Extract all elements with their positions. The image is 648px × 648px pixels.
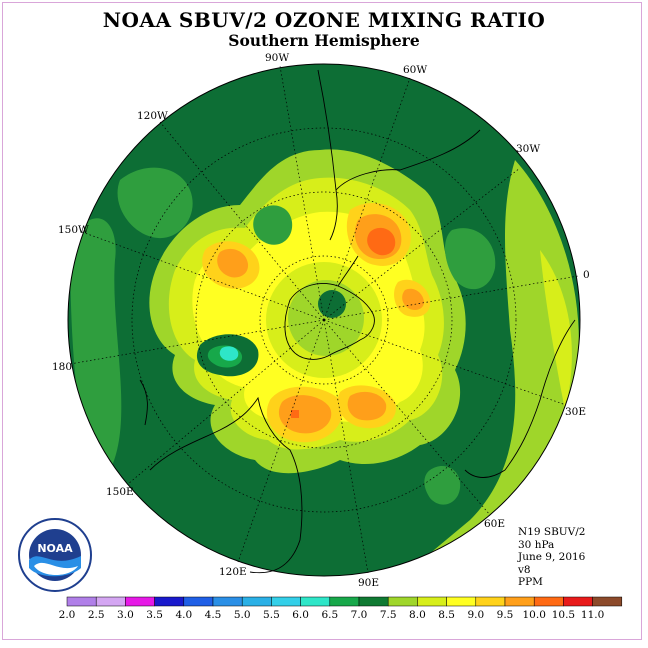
- map-subtitle: Southern Hemisphere: [228, 31, 420, 50]
- contour-6-5-west: [70, 218, 122, 472]
- colorbar-swatch: [387, 596, 418, 607]
- meridians: [69, 65, 579, 574]
- max-orange-sw: [278, 395, 332, 434]
- max-red-ne: [367, 227, 396, 256]
- lon-label-30w: 30W: [516, 143, 540, 155]
- colorbar-label: 8.0: [409, 609, 426, 621]
- map-title: NOAA SBUV/2 OZONE MIXING RATIO: [102, 8, 546, 32]
- lon-label-30e: 30E: [565, 406, 586, 418]
- colorbar-swatch: [592, 596, 623, 607]
- lon-label-150e: 150E: [106, 486, 134, 498]
- lon-label-120e: 120E: [219, 566, 247, 578]
- lon-label-120w: 120W: [137, 110, 168, 122]
- colorbar-label: 4.5: [205, 609, 222, 621]
- contour-8-east: [540, 250, 572, 410]
- colorbar: 2.0 2.5 3.0 3.5 4.0 4.5 5.0 5.5 6.0 6.5 7.0 7.5 8.0 8…: [59, 596, 623, 621]
- colorbar-label: 8.5: [438, 609, 455, 621]
- green-blob-se: [424, 466, 461, 505]
- min-cyan-w: [219, 346, 239, 361]
- colorbar-swatch: [446, 596, 477, 607]
- logo-text: NOAA: [37, 542, 73, 555]
- colorbar-label: 10.0: [523, 609, 546, 621]
- lon-label-60w: 60W: [403, 64, 427, 76]
- colorbar-label: 11.0: [581, 609, 604, 621]
- colorbar-swatch: [125, 596, 155, 607]
- colorbar-swatch: [563, 596, 593, 607]
- colorbar-swatch: [241, 596, 272, 607]
- lon-label-90w: 90W: [265, 52, 289, 64]
- colorbar-swatch: [504, 596, 535, 607]
- max-orange-e: [402, 288, 424, 310]
- colorbar-swatch: [329, 596, 360, 607]
- green-blob-e: [444, 228, 496, 290]
- colorbar-swatch: [183, 596, 214, 607]
- info-version: v8: [518, 563, 531, 576]
- colorbar-swatch: [475, 596, 506, 607]
- longitude-labels: 90W 60W 30W 0 30E 60E 90E 120E 150E 180 …: [52, 52, 590, 589]
- colorbar-label: 7.0: [351, 609, 368, 621]
- colorbar-label: 3.5: [146, 609, 163, 621]
- colorbar-label: 3.0: [117, 609, 134, 621]
- lon-label-90e: 90E: [358, 577, 379, 589]
- colorbar-label: 6.0: [292, 609, 309, 621]
- colorbar-label: 9.0: [467, 609, 484, 621]
- colorbar-swatch: [154, 596, 185, 607]
- coastlines: [139, 69, 576, 574]
- info-block: N19 SBUV/2 30 hPa June 9, 2016 v8 PPM: [518, 526, 585, 589]
- green-blob-nw: [253, 205, 293, 245]
- colorbar-label: 5.5: [263, 609, 280, 621]
- colorbar-label: 6.5: [321, 609, 338, 621]
- vortex-core: [318, 290, 346, 318]
- max-orange-s: [347, 391, 387, 421]
- colorbar-swatch: [417, 596, 447, 607]
- colorbar-label: 9.5: [497, 609, 514, 621]
- colorbar-label: 10.5: [552, 609, 575, 621]
- max-red-sw: [291, 410, 299, 418]
- lon-label-150w: 150W: [58, 224, 89, 236]
- max-orange-w: [217, 248, 249, 278]
- colorbar-label: 4.0: [175, 609, 192, 621]
- page-frame: [2, 2, 642, 640]
- green-blob-nw-outer: [117, 167, 193, 239]
- colorbar-label: 5.0: [234, 609, 251, 621]
- colorbar-swatch: [358, 596, 389, 607]
- noaa-logo: NOAA: [18, 518, 92, 592]
- colorbar-swatch: [271, 596, 301, 607]
- colorbar-swatch: [95, 596, 126, 607]
- colorbar-swatch: [533, 596, 564, 607]
- lon-label-60e: 60E: [484, 518, 505, 530]
- latitude-circles: [131, 127, 517, 513]
- info-date: June 9, 2016: [518, 551, 586, 564]
- colorbar-swatch: [300, 596, 331, 607]
- colorbar-label: 7.5: [380, 609, 397, 621]
- lon-label-180: 180: [52, 361, 72, 373]
- map-border: [67, 63, 581, 577]
- lon-label-0: 0: [583, 269, 590, 281]
- info-level: 30 hPa: [518, 538, 555, 551]
- colorbar-label: 2.0: [59, 609, 76, 621]
- colorbar-label: 2.5: [88, 609, 105, 621]
- info-units: PPM: [518, 576, 543, 589]
- colorbar-swatch: [66, 596, 97, 607]
- info-satellite: N19 SBUV/2: [518, 526, 586, 538]
- colorbar-swatch: [212, 596, 243, 607]
